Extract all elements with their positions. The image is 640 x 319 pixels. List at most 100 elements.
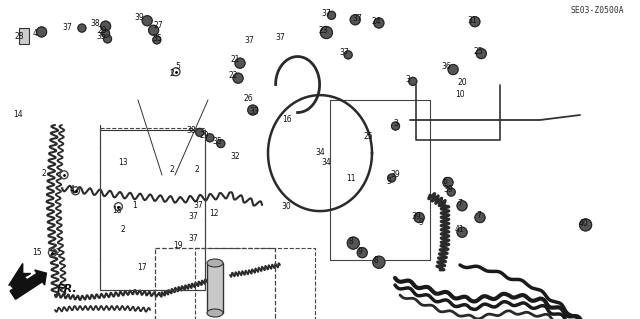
Text: 37: 37 bbox=[321, 9, 332, 18]
Circle shape bbox=[153, 36, 161, 44]
Text: 3: 3 bbox=[387, 177, 392, 186]
Text: 3: 3 bbox=[406, 75, 411, 84]
Circle shape bbox=[148, 25, 159, 35]
Text: 4: 4 bbox=[69, 185, 74, 194]
Text: 23: 23 bbox=[318, 26, 328, 35]
Text: 9: 9 bbox=[419, 218, 424, 227]
Circle shape bbox=[321, 26, 332, 39]
Text: 30: 30 bbox=[282, 202, 292, 211]
Text: 22: 22 bbox=[229, 71, 238, 80]
Text: 29: 29 bbox=[200, 131, 210, 140]
Text: 5: 5 bbox=[175, 63, 180, 71]
Circle shape bbox=[348, 237, 359, 249]
Text: 2: 2 bbox=[41, 169, 46, 178]
Text: 25: 25 bbox=[474, 47, 484, 56]
Circle shape bbox=[235, 58, 245, 68]
Circle shape bbox=[102, 29, 109, 38]
Circle shape bbox=[100, 21, 111, 31]
Text: 25: 25 bbox=[363, 132, 373, 141]
Text: 38: 38 bbox=[90, 19, 100, 28]
Polygon shape bbox=[11, 276, 29, 292]
Text: 7: 7 bbox=[457, 199, 462, 208]
Bar bbox=[195, 248, 315, 319]
Text: 41: 41 bbox=[454, 225, 465, 234]
Text: 29: 29 bbox=[97, 26, 108, 35]
Text: 39: 39 bbox=[411, 212, 421, 221]
Circle shape bbox=[357, 248, 367, 258]
Text: 8: 8 bbox=[374, 256, 379, 265]
Ellipse shape bbox=[207, 309, 223, 317]
Text: 20: 20 bbox=[457, 78, 467, 87]
Circle shape bbox=[104, 35, 111, 43]
Text: 3: 3 bbox=[393, 119, 398, 128]
Text: 37: 37 bbox=[188, 212, 198, 221]
Bar bbox=[207, 263, 223, 313]
Circle shape bbox=[196, 128, 204, 137]
Text: 37: 37 bbox=[339, 48, 349, 57]
Text: 38: 38 bbox=[186, 126, 196, 135]
Text: 2: 2 bbox=[169, 69, 174, 78]
Circle shape bbox=[78, 24, 86, 32]
Circle shape bbox=[388, 174, 396, 182]
Circle shape bbox=[476, 48, 486, 59]
Text: 35: 35 bbox=[212, 137, 223, 146]
Text: 6: 6 bbox=[442, 177, 447, 186]
Text: 37: 37 bbox=[188, 234, 198, 243]
Circle shape bbox=[36, 27, 47, 37]
Bar bbox=[155, 248, 275, 319]
Circle shape bbox=[414, 212, 424, 223]
Text: 39: 39 bbox=[134, 13, 145, 22]
Text: 19: 19 bbox=[173, 241, 183, 250]
Text: SE03-Z0500A: SE03-Z0500A bbox=[570, 6, 624, 15]
Text: 39: 39 bbox=[390, 170, 401, 179]
Circle shape bbox=[217, 139, 225, 148]
Text: 2: 2 bbox=[120, 225, 125, 234]
Text: 14: 14 bbox=[13, 110, 23, 119]
Circle shape bbox=[233, 73, 243, 83]
Text: 31: 31 bbox=[467, 16, 477, 25]
Text: 32: 32 bbox=[230, 152, 241, 161]
Ellipse shape bbox=[207, 259, 223, 267]
Text: 33: 33 bbox=[250, 107, 260, 115]
Text: 37: 37 bbox=[275, 33, 285, 42]
Text: 15: 15 bbox=[32, 248, 42, 256]
Circle shape bbox=[373, 256, 385, 268]
Text: 2: 2 bbox=[169, 165, 174, 174]
Text: 2: 2 bbox=[55, 248, 60, 256]
Circle shape bbox=[475, 212, 485, 223]
Circle shape bbox=[344, 51, 352, 59]
Circle shape bbox=[448, 64, 458, 75]
Text: 24: 24 bbox=[371, 17, 381, 26]
Polygon shape bbox=[10, 273, 42, 299]
Circle shape bbox=[457, 201, 467, 211]
Circle shape bbox=[328, 11, 335, 19]
Circle shape bbox=[142, 16, 152, 26]
Text: 21: 21 bbox=[231, 56, 240, 64]
Bar bbox=[19, 28, 29, 44]
Text: 34: 34 bbox=[321, 158, 332, 167]
Text: 18: 18 bbox=[112, 206, 121, 215]
Text: 37: 37 bbox=[244, 36, 255, 45]
Circle shape bbox=[457, 227, 467, 237]
Text: 10: 10 bbox=[454, 90, 465, 99]
Text: 37: 37 bbox=[62, 23, 72, 32]
Text: 34: 34 bbox=[315, 148, 325, 157]
Circle shape bbox=[470, 17, 480, 27]
Text: 27: 27 bbox=[154, 21, 164, 30]
Text: 39: 39 bbox=[443, 185, 453, 194]
Text: 16: 16 bbox=[282, 115, 292, 124]
Text: 26: 26 bbox=[243, 94, 253, 103]
Circle shape bbox=[447, 188, 455, 196]
Text: 1: 1 bbox=[132, 201, 137, 210]
Text: 8: 8 bbox=[348, 237, 353, 246]
Circle shape bbox=[580, 219, 591, 231]
Text: 11: 11 bbox=[346, 174, 355, 182]
Circle shape bbox=[443, 177, 453, 188]
Text: 37: 37 bbox=[193, 201, 204, 210]
Polygon shape bbox=[35, 270, 46, 285]
Text: 7: 7 bbox=[476, 211, 481, 220]
Polygon shape bbox=[9, 263, 31, 286]
Text: 4: 4 bbox=[33, 29, 38, 38]
Text: 37: 37 bbox=[352, 14, 362, 23]
Circle shape bbox=[206, 134, 214, 142]
